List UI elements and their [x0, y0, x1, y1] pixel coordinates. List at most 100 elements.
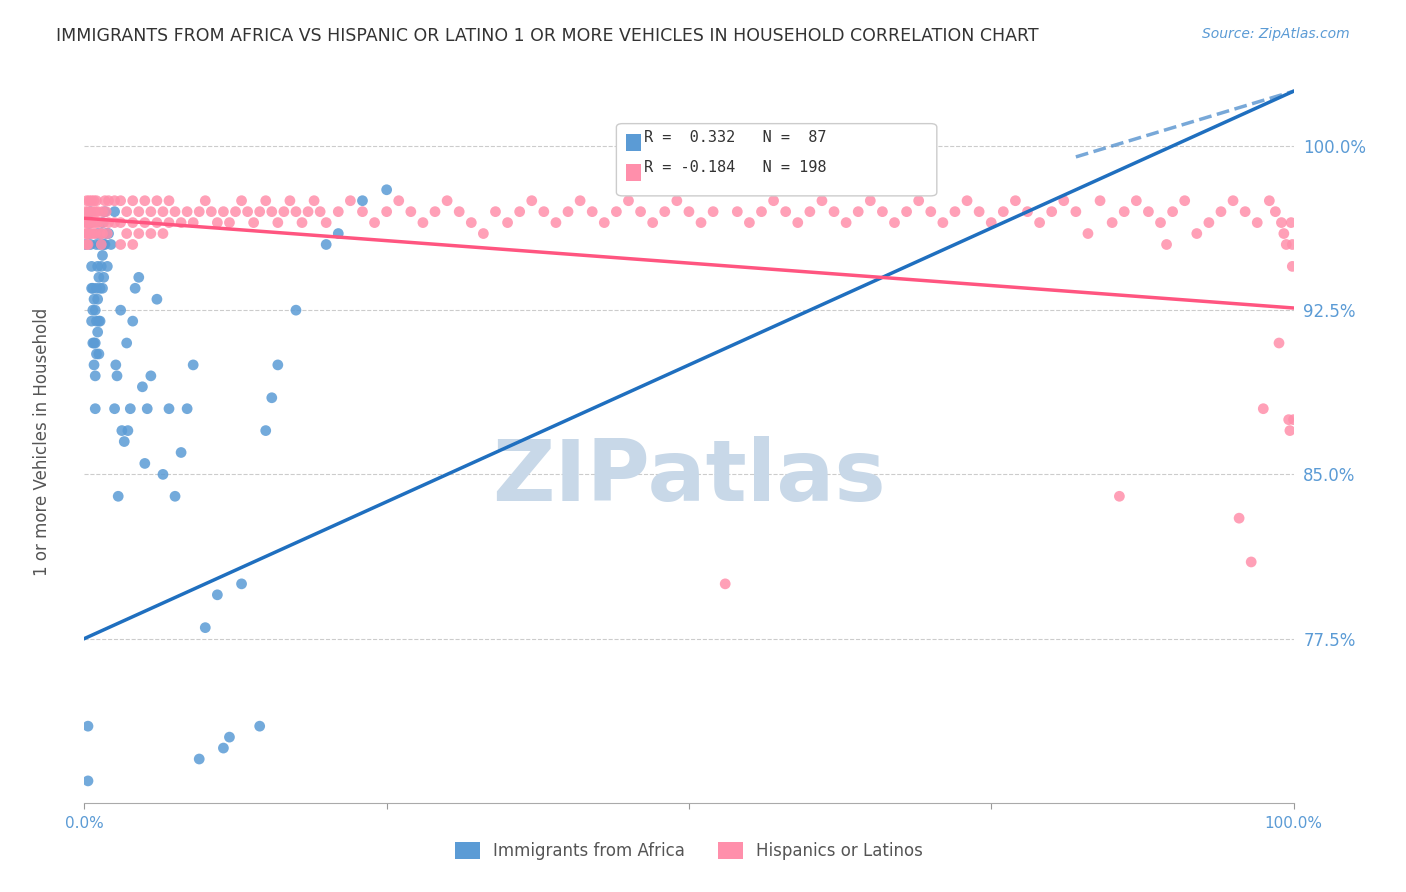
- Point: [104, 358, 127, 372]
- Point: [124, 281, 146, 295]
- Point: [460, 216, 482, 230]
- Point: [1161, 204, 1184, 219]
- FancyBboxPatch shape: [616, 124, 936, 196]
- Point: [436, 194, 458, 208]
- Point: [146, 216, 169, 230]
- Point: [1088, 194, 1111, 208]
- Point: [112, 434, 135, 449]
- Point: [134, 194, 156, 208]
- Point: [231, 194, 253, 208]
- Point: [79, 227, 101, 241]
- Point: [967, 204, 990, 219]
- Point: [89, 281, 111, 295]
- Point: [207, 216, 229, 230]
- Point: [194, 621, 217, 635]
- Point: [115, 204, 138, 219]
- Point: [90, 227, 112, 241]
- Point: [120, 401, 142, 416]
- Point: [170, 445, 193, 459]
- Point: [82, 281, 104, 295]
- Point: [110, 194, 132, 208]
- Point: [121, 216, 143, 230]
- Point: [82, 204, 104, 219]
- Point: [1278, 424, 1301, 438]
- Point: [165, 489, 187, 503]
- Point: [254, 194, 277, 208]
- Point: [75, 227, 97, 241]
- Point: [82, 336, 104, 351]
- Point: [91, 281, 114, 295]
- Point: [1004, 194, 1026, 208]
- Point: [100, 237, 122, 252]
- Point: [165, 204, 187, 219]
- Point: [87, 347, 110, 361]
- Point: [472, 227, 495, 241]
- Point: [77, 204, 100, 219]
- Point: [79, 204, 101, 219]
- Point: [83, 194, 105, 208]
- Point: [1040, 204, 1063, 219]
- Point: [1028, 216, 1050, 230]
- Point: [83, 216, 105, 230]
- Point: [449, 204, 471, 219]
- Point: [980, 216, 1002, 230]
- Point: [328, 227, 350, 241]
- Point: [1198, 216, 1220, 230]
- Point: [1101, 216, 1123, 230]
- Point: [77, 227, 100, 241]
- Point: [352, 204, 374, 219]
- Point: [291, 216, 314, 230]
- Point: [75, 204, 97, 219]
- Point: [86, 314, 108, 328]
- Point: [388, 194, 411, 208]
- Point: [630, 204, 652, 219]
- Point: [91, 216, 114, 230]
- Point: [993, 204, 1015, 219]
- Point: [93, 270, 115, 285]
- Point: [139, 368, 162, 383]
- Point: [932, 216, 955, 230]
- Point: [751, 204, 773, 219]
- Point: [702, 204, 724, 219]
- Point: [260, 391, 283, 405]
- Point: [188, 752, 211, 766]
- Point: [152, 467, 174, 482]
- Point: [131, 380, 153, 394]
- Point: [1137, 204, 1160, 219]
- Point: [84, 401, 107, 416]
- Point: [278, 194, 301, 208]
- Point: [84, 204, 107, 219]
- Text: R = -0.184   N = 198: R = -0.184 N = 198: [644, 160, 827, 175]
- Point: [80, 260, 103, 274]
- Point: [93, 216, 115, 230]
- Point: [1108, 489, 1130, 503]
- Point: [273, 204, 295, 219]
- Point: [811, 194, 834, 208]
- Point: [254, 424, 277, 438]
- Point: [90, 237, 112, 252]
- Point: [284, 303, 308, 318]
- Point: [97, 194, 120, 208]
- Point: [315, 237, 337, 252]
- Point: [157, 194, 180, 208]
- Point: [775, 204, 797, 219]
- Point: [115, 227, 138, 241]
- Point: [104, 401, 127, 416]
- Text: R =  0.332   N =  87: R = 0.332 N = 87: [644, 129, 827, 145]
- Point: [86, 204, 108, 219]
- Point: [86, 237, 108, 252]
- Point: [907, 194, 929, 208]
- Point: [1281, 260, 1303, 274]
- Point: [110, 216, 132, 230]
- Point: [738, 216, 761, 230]
- Point: [1174, 194, 1197, 208]
- Point: [249, 719, 271, 733]
- Point: [1185, 227, 1208, 241]
- Point: [104, 194, 127, 208]
- Point: [375, 183, 398, 197]
- Point: [96, 227, 118, 241]
- Point: [665, 194, 688, 208]
- Point: [89, 237, 111, 252]
- Point: [96, 260, 118, 274]
- Point: [94, 204, 117, 219]
